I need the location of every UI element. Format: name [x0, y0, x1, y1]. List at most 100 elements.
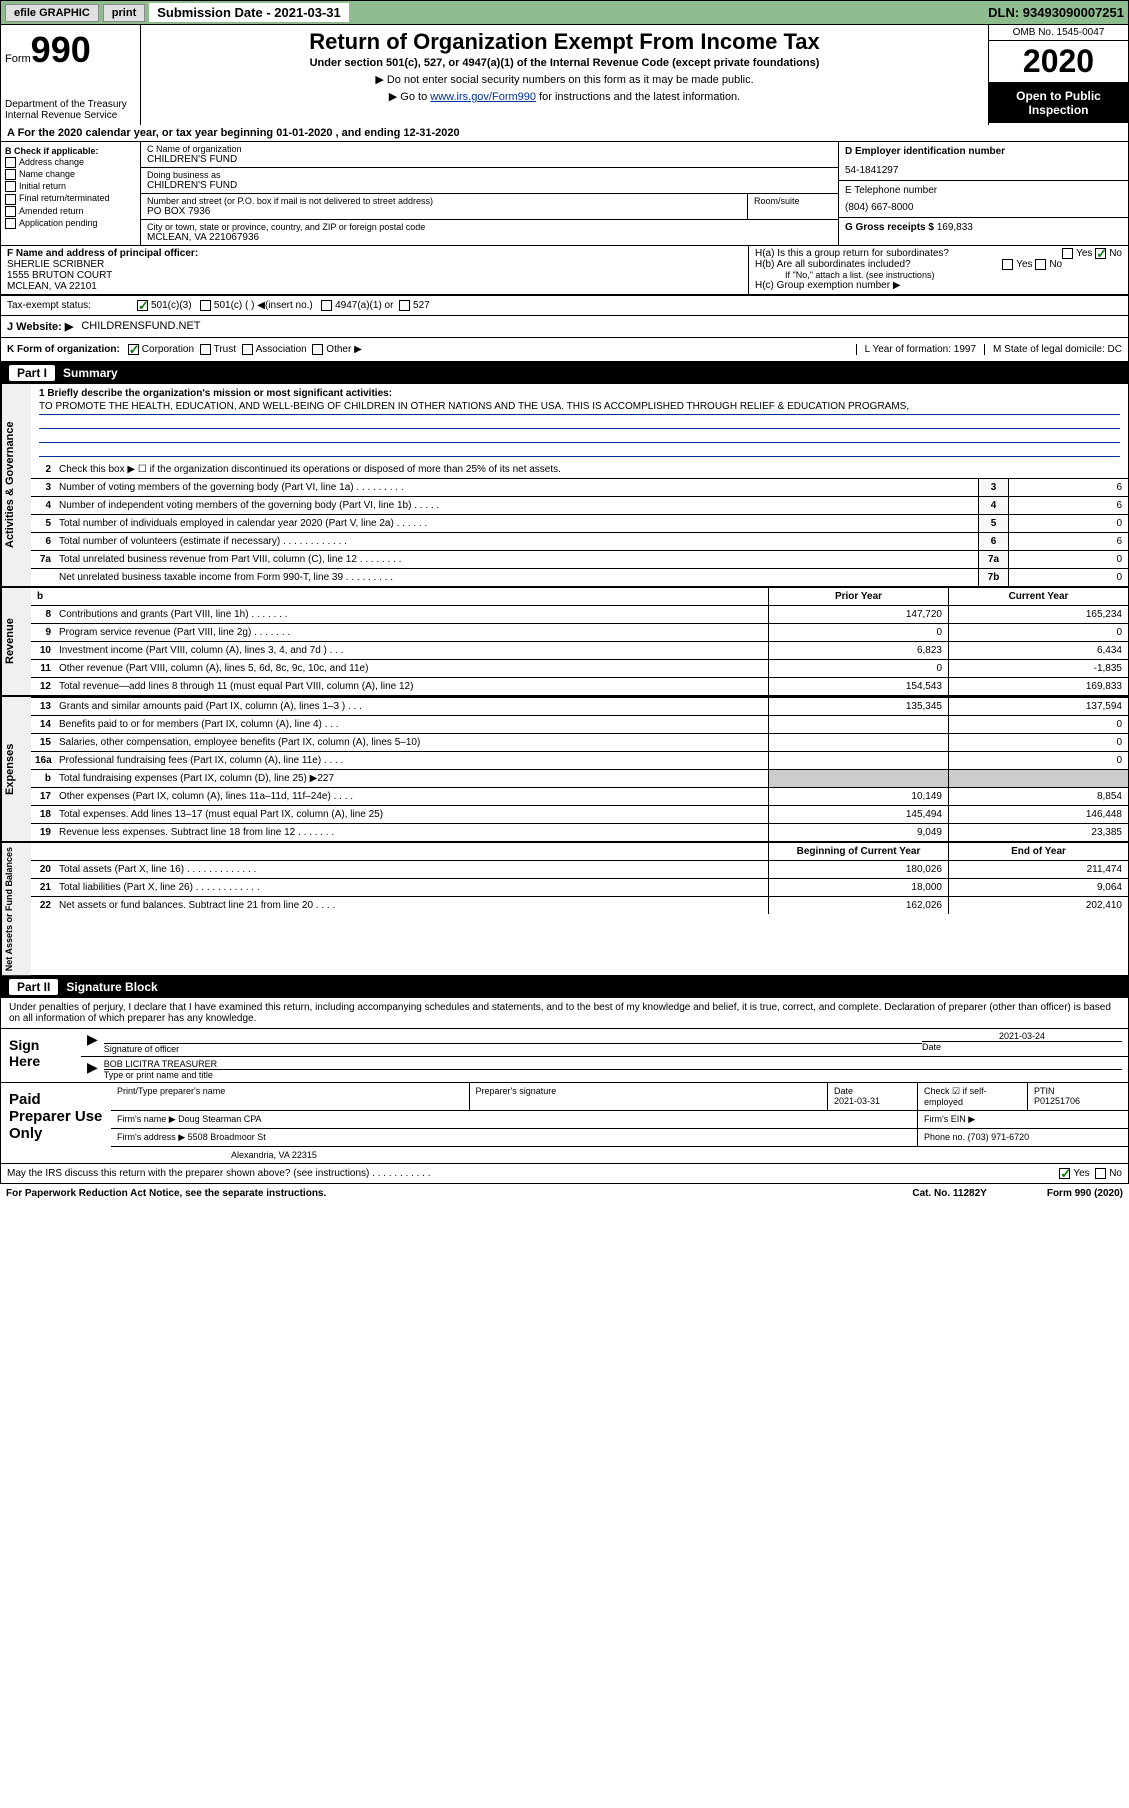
preparer-label: Paid Preparer Use Only: [1, 1083, 111, 1163]
part1-header: Part I Summary: [0, 362, 1129, 384]
form-header: Form990 Department of the Treasury Inter…: [0, 25, 1129, 125]
table-row: 8Contributions and grants (Part VIII, li…: [31, 605, 1128, 623]
mission-text: TO PROMOTE THE HEALTH, EDUCATION, AND WE…: [39, 399, 1120, 415]
table-row: 15Salaries, other compensation, employee…: [31, 733, 1128, 751]
dln: DLN: 93493090007251: [988, 5, 1124, 20]
preparer-block: Paid Preparer Use Only Print/Type prepar…: [0, 1083, 1129, 1164]
vtab-activities: Activities & Governance: [1, 384, 31, 586]
table-row: 3Number of voting members of the governi…: [31, 478, 1128, 496]
current-year-hdr: Current Year: [948, 588, 1128, 605]
part1-num: Part I: [9, 365, 55, 381]
chk-initial[interactable]: Initial return: [5, 181, 136, 192]
chk-other[interactable]: [312, 344, 323, 355]
website-row: J Website: ▶ CHILDRENSFUND.NET: [0, 316, 1129, 338]
table-row: Net unrelated business taxable income fr…: [31, 568, 1128, 586]
hb-label: H(b) Are all subordinates included?: [755, 259, 911, 270]
k-label: K Form of organization:: [7, 344, 120, 355]
form-version: Form 990 (2020): [1047, 1188, 1123, 1199]
chk-corp[interactable]: [128, 344, 139, 355]
chk-trust[interactable]: [200, 344, 211, 355]
gross-label: G Gross receipts $: [845, 222, 934, 233]
line2-num: 2: [31, 461, 55, 478]
form-title: Return of Organization Exempt From Incom…: [149, 29, 980, 55]
firm-phone: (703) 971-6720: [968, 1132, 1030, 1142]
vtab-revenue: Revenue: [1, 588, 31, 695]
table-row: 22Net assets or fund balances. Subtract …: [31, 896, 1128, 914]
prior-year-hdr: Prior Year: [768, 588, 948, 605]
sig-declaration: Under penalties of perjury, I declare th…: [0, 998, 1129, 1028]
officer-printed-name: BOB LICITRA TREASURER: [104, 1059, 1122, 1069]
prep-h4: Check ☑ if self-employed: [918, 1083, 1028, 1110]
period-row: A For the 2020 calendar year, or tax yea…: [0, 125, 1129, 142]
activities-section: Activities & Governance 1 Briefly descri…: [0, 384, 1129, 586]
revenue-section: Revenue b Prior Year Current Year 8Contr…: [0, 586, 1129, 697]
top-bar: efile GRAPHIC print Submission Date - 20…: [0, 0, 1129, 25]
table-row: 19Revenue less expenses. Subtract line 1…: [31, 823, 1128, 841]
dba-label: Doing business as: [147, 170, 832, 180]
b-marker: b: [31, 588, 768, 605]
discuss-no[interactable]: [1095, 1168, 1106, 1179]
table-row: 20Total assets (Part X, line 16) . . . .…: [31, 860, 1128, 878]
irs-link[interactable]: www.irs.gov/Form990: [430, 91, 536, 103]
table-row: 10Investment income (Part VIII, column (…: [31, 641, 1128, 659]
tax-label: Tax-exempt status:: [7, 300, 137, 311]
prep-h3: Date: [834, 1086, 853, 1096]
discuss-yes[interactable]: [1059, 1168, 1070, 1179]
chk-assoc[interactable]: [242, 344, 253, 355]
col-c: C Name of organization CHILDREN'S FUND D…: [141, 142, 838, 245]
efile-button[interactable]: efile GRAPHIC: [5, 4, 99, 22]
title-block: Return of Organization Exempt From Incom…: [141, 25, 988, 125]
chk-pending[interactable]: Application pending: [5, 218, 136, 229]
form-subtitle: Under section 501(c), 527, or 4947(a)(1)…: [149, 57, 980, 69]
org-name: CHILDREN'S FUND: [147, 154, 832, 165]
chk-501c3[interactable]: [137, 300, 148, 311]
h-block: H(a) Is this a group return for subordin…: [748, 246, 1128, 294]
table-row: 5Total number of individuals employed in…: [31, 514, 1128, 532]
officer-name: SHERLIE SCRIBNER: [7, 259, 742, 270]
prep-date: 2021-03-31: [834, 1096, 880, 1106]
chk-final[interactable]: Final return/terminated: [5, 193, 136, 204]
table-row: 17Other expenses (Part IX, column (A), l…: [31, 787, 1128, 805]
submission-date: Submission Date - 2021-03-31: [149, 3, 349, 22]
chk-527[interactable]: [399, 300, 410, 311]
sig-officer-label: Signature of officer: [104, 1043, 922, 1054]
chk-name[interactable]: Name change: [5, 169, 136, 180]
arrow-icon: ▶: [87, 1059, 98, 1080]
discuss-text: May the IRS discuss this return with the…: [7, 1168, 431, 1179]
tax-status-row: Tax-exempt status: 501(c)(3) 501(c) ( ) …: [0, 295, 1129, 316]
prep-h2: Preparer's signature: [470, 1083, 829, 1110]
table-row: bTotal fundraising expenses (Part IX, co…: [31, 769, 1128, 787]
beg-year-hdr: Beginning of Current Year: [768, 843, 948, 860]
city-state-zip: MCLEAN, VA 221067936: [147, 232, 832, 243]
table-row: 13Grants and similar amounts paid (Part …: [31, 697, 1128, 715]
gross-value: 169,833: [937, 222, 973, 233]
table-row: 4Number of independent voting members of…: [31, 496, 1128, 514]
print-button[interactable]: print: [103, 4, 145, 22]
ha-label: H(a) Is this a group return for subordin…: [755, 248, 949, 259]
firm-addr1: 5508 Broadmoor St: [188, 1132, 266, 1142]
f-block: F Name and address of principal officer:…: [1, 246, 748, 294]
printed-name-label: Type or print name and title: [104, 1069, 1122, 1080]
phone-label: E Telephone number: [845, 185, 1122, 196]
chk-4947[interactable]: [321, 300, 332, 311]
c-name-label: C Name of organization: [147, 144, 832, 154]
chk-501c[interactable]: [200, 300, 211, 311]
street-address: PO BOX 7936: [147, 206, 741, 217]
form-note1: ▶ Do not enter social security numbers o…: [149, 73, 980, 86]
chk-amended[interactable]: Amended return: [5, 206, 136, 217]
k-row: K Form of organization: Corporation Trus…: [0, 338, 1129, 362]
officer-addr2: MCLEAN, VA 22101: [7, 281, 742, 292]
table-row: 14Benefits paid to or for members (Part …: [31, 715, 1128, 733]
fh-row: F Name and address of principal officer:…: [0, 246, 1129, 295]
city-label: City or town, state or province, country…: [147, 222, 832, 232]
l-year: L Year of formation: 1997: [856, 344, 976, 355]
part2-header: Part IISignature Block: [0, 976, 1129, 998]
firm-addr-label: Firm's address ▶: [117, 1132, 185, 1142]
part1-title: Summary: [63, 366, 118, 380]
table-row: 16aProfessional fundraising fees (Part I…: [31, 751, 1128, 769]
dept-label: Department of the Treasury Internal Reve…: [5, 99, 136, 121]
chk-address[interactable]: Address change: [5, 157, 136, 168]
expenses-section: Expenses 13Grants and similar amounts pa…: [0, 697, 1129, 843]
dba-name: CHILDREN'S FUND: [147, 180, 832, 191]
cat-no: Cat. No. 11282Y: [912, 1188, 986, 1199]
